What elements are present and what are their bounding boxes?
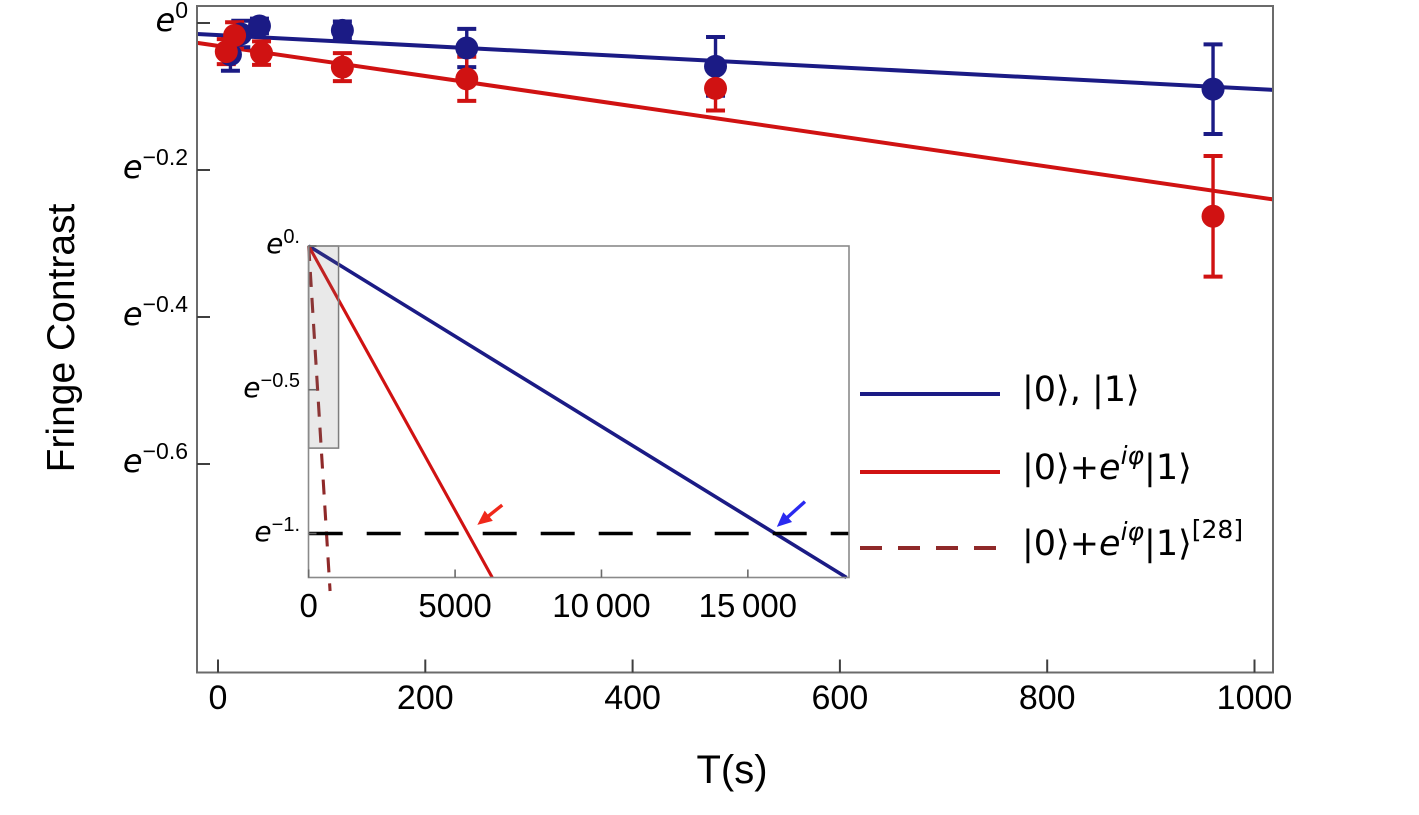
e-exponent: −0.5 bbox=[260, 369, 300, 392]
main-x-tick-label-600: 600 bbox=[811, 679, 869, 717]
inset-x-tick-label: 5000 bbox=[418, 587, 492, 624]
main-x-tick-label-800: 800 bbox=[1018, 679, 1076, 717]
main-y-tick-label: e0 bbox=[30, 0, 188, 39]
legend-label-e: e bbox=[1099, 448, 1121, 488]
main-y-tick-label: e−0.4 bbox=[30, 291, 188, 333]
legend-row-reference: |0⟩+eiφ|1⟩[28] bbox=[1022, 515, 1243, 569]
legend-label-pre: |0⟩+ bbox=[1022, 448, 1100, 488]
main-y-tick-label: e−0.6 bbox=[30, 438, 188, 480]
red-data-point bbox=[704, 76, 728, 100]
inset-x-tick-label: 0 bbox=[299, 587, 318, 624]
red-data-point bbox=[250, 41, 274, 65]
red-data-point bbox=[330, 55, 354, 79]
e-exponent: −0.4 bbox=[142, 291, 188, 317]
inset-blue-line bbox=[307, 244, 848, 580]
legend-label-e: e bbox=[1099, 524, 1121, 564]
e-base: e bbox=[122, 148, 143, 186]
e-base: e bbox=[122, 442, 143, 480]
blue-data-point bbox=[1201, 77, 1225, 101]
red-crossing-arrow-head bbox=[477, 510, 493, 525]
inset-plot bbox=[307, 244, 850, 592]
e-base: e bbox=[254, 514, 272, 548]
main-x-tick-label-1000: 1000 bbox=[1216, 679, 1293, 717]
inset-y-tick-label: e−1. bbox=[180, 513, 300, 548]
legend-label-post: |1⟩ bbox=[1144, 524, 1192, 564]
red-fit-line bbox=[196, 40, 1274, 202]
e-exponent: 0. bbox=[283, 226, 300, 248]
e-exponent: 0 bbox=[175, 0, 188, 23]
blue-data-point bbox=[455, 36, 479, 60]
e-base: e bbox=[266, 227, 284, 260]
legend-label-iphi-sup: iφ bbox=[1120, 517, 1145, 546]
inset-frame bbox=[307, 245, 850, 579]
inset-x-tick-label: 10 000 bbox=[552, 587, 651, 624]
legend-label-iphi-sup: iφ bbox=[1120, 441, 1145, 470]
legend-label-post: |1⟩ bbox=[1144, 448, 1192, 488]
legend-label-ref-28: [28] bbox=[1191, 515, 1244, 544]
legend-row-superposition: |0⟩+eiφ|1⟩ bbox=[1022, 441, 1192, 493]
red-data-point bbox=[1201, 204, 1225, 228]
inset-x-tick-label: 15 000 bbox=[698, 587, 798, 624]
main-x-tick-label-200: 200 bbox=[396, 679, 454, 717]
e-base: e bbox=[155, 1, 176, 39]
blue-data-point bbox=[247, 14, 271, 38]
main-x-tick-label-0: 0 bbox=[208, 679, 228, 717]
legend-swatches bbox=[860, 392, 1000, 550]
legend-row-superposition-none: |0⟩, |1⟩ bbox=[1022, 368, 1140, 412]
red-data-point bbox=[223, 23, 247, 47]
e-base: e bbox=[243, 370, 261, 404]
e-exponent: −0.2 bbox=[142, 144, 188, 170]
blue-data-point bbox=[704, 54, 728, 78]
e-exponent: −1. bbox=[271, 513, 300, 536]
inset-y-tick-label: e0. bbox=[180, 226, 300, 260]
blue-crossing-arrow-head bbox=[776, 512, 793, 527]
main-frame bbox=[196, 5, 1274, 674]
main-plot bbox=[196, 5, 1274, 674]
blue-fit-line bbox=[197, 32, 1274, 92]
main-y-tick-label: e−0.2 bbox=[30, 144, 188, 186]
blue-data-point bbox=[330, 18, 354, 42]
inset-y-tick-label: e−0.5 bbox=[180, 369, 300, 404]
inset-highlight-box bbox=[307, 245, 340, 449]
x-axis-label: T(s) bbox=[696, 748, 768, 792]
e-exponent: −0.6 bbox=[142, 438, 188, 464]
legend-label-pre: |0⟩+ bbox=[1022, 524, 1100, 564]
legend-label-0-1: |0⟩, |1⟩ bbox=[1022, 370, 1140, 410]
red-data-point bbox=[455, 67, 479, 91]
main-x-tick-label-400: 400 bbox=[604, 679, 661, 717]
e-base: e bbox=[122, 295, 143, 333]
